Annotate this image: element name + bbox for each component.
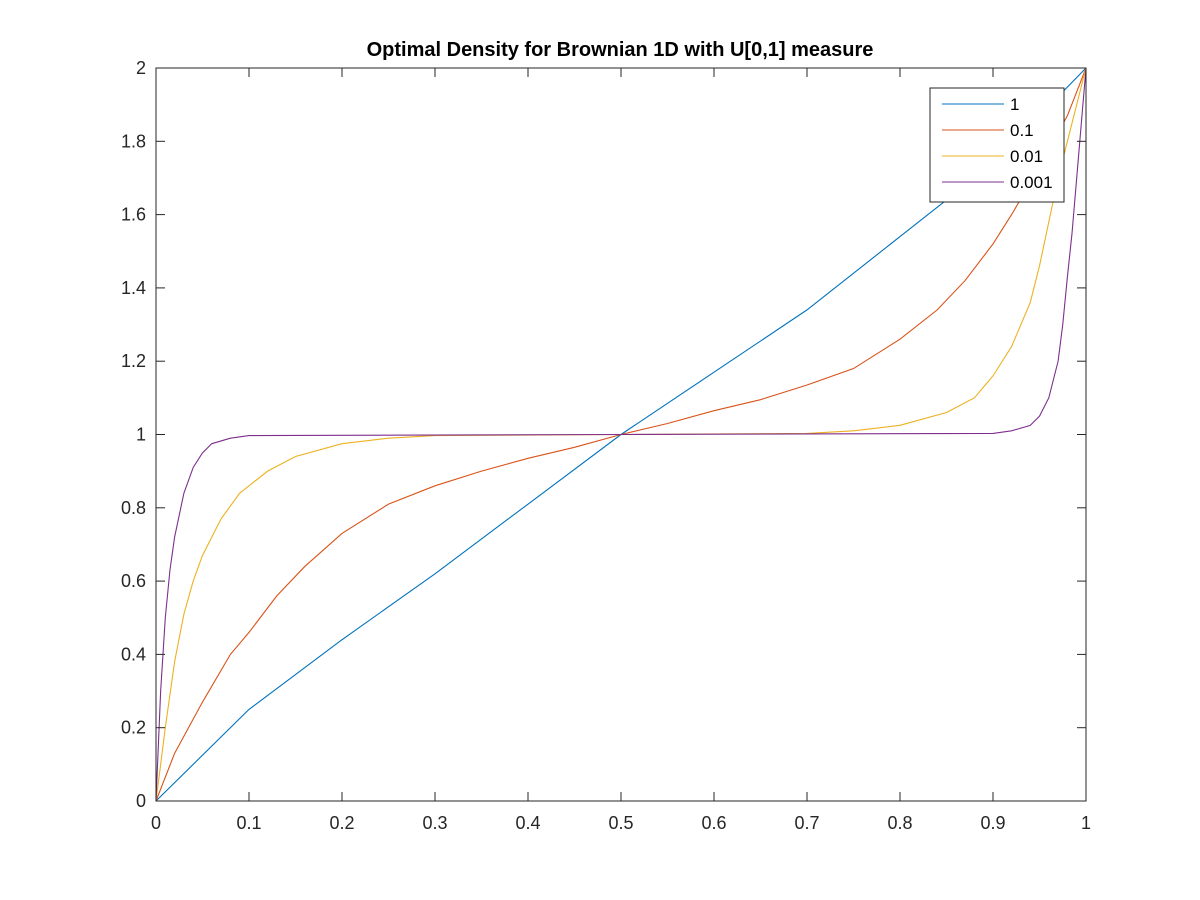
y-tick-label: 1.4: [121, 278, 146, 298]
legend-label-0: 1: [1010, 95, 1019, 114]
y-tick-label: 1.2: [121, 351, 146, 371]
chart-title: Optimal Density for Brownian 1D with U[0…: [367, 39, 874, 61]
x-tick-label: 0.6: [701, 813, 726, 833]
x-tick-label: 0.4: [515, 813, 540, 833]
y-tick-label: 1.6: [121, 205, 146, 225]
series-layer: [155, 67, 1087, 802]
ticks-layer: 0 0.1 0.2 0.3 0.4 0.5 0.6 0.7 0.8 0.9 1 0 0.2 0.4 0.6 0…: [121, 58, 1091, 833]
y-tick-label: 1.8: [121, 131, 146, 151]
series-line-3: [155, 67, 1087, 802]
legend-box: [929, 87, 1065, 203]
y-tick-label: 0.6: [121, 571, 146, 591]
x-tick-label: 0.3: [422, 813, 447, 833]
legend-label-1: 0.1: [1010, 121, 1034, 140]
y-tick-label: 0.2: [121, 718, 146, 738]
y-tick-label: 1: [136, 425, 146, 445]
legend[interactable]: 1 0.1 0.01 0.001: [929, 87, 1065, 203]
x-tick-label: 0.2: [329, 813, 354, 833]
y-tick-label: 2: [136, 58, 146, 78]
y-tick-label: 0: [136, 791, 146, 811]
x-tick-label: 0.9: [980, 813, 1005, 833]
x-tick-label: 1: [1081, 813, 1091, 833]
y-tick-label: 0.4: [121, 644, 146, 664]
x-tick-label: 0.5: [608, 813, 633, 833]
legend-label-3: 0.001: [1010, 173, 1053, 192]
x-tick-label: 0.1: [236, 813, 261, 833]
legend-label-2: 0.01: [1010, 147, 1043, 166]
x-tick-label: 0.8: [887, 813, 912, 833]
x-tick-label: 0: [151, 813, 161, 833]
x-tick-label: 0.7: [794, 813, 819, 833]
y-tick-label: 0.8: [121, 498, 146, 518]
